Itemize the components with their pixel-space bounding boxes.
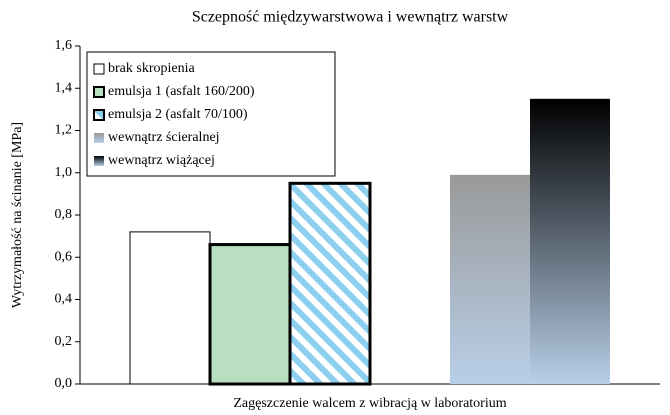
legend-swatch	[94, 156, 104, 166]
chart-title: Sczepność międzywarstwowa i wewnątrz war…	[192, 9, 509, 26]
legend-label: emulsja 2 (asfalt 70/100)	[108, 107, 248, 122]
y-tick-label: 0,4	[55, 292, 73, 307]
y-tick-label: 0,6	[55, 249, 73, 264]
legend-swatch	[94, 133, 104, 143]
y-tick-label: 1,0	[55, 165, 73, 180]
legend-swatch	[93, 63, 105, 75]
y-tick-label: 0,2	[55, 334, 73, 349]
legend-label: wewnątrz wiążącej	[108, 153, 215, 168]
legend-swatch	[93, 86, 105, 98]
x-tick-label: Zagęszczenie walcem z wibracją w laborat…	[233, 396, 506, 411]
y-tick-label: 0,8	[55, 207, 73, 222]
legend-label: emulsja 1 (asfalt 160/200)	[108, 84, 255, 99]
legend-box	[86, 51, 336, 177]
legend-label: brak skropienia	[108, 61, 195, 76]
y-tick-label: 0,0	[55, 376, 73, 391]
bar	[208, 243, 292, 386]
y-tick-label: 1,6	[55, 38, 73, 53]
legend-swatch	[93, 109, 105, 121]
y-tick-label: 1,2	[55, 123, 73, 138]
bar	[288, 181, 372, 386]
bar	[129, 231, 211, 385]
bar	[450, 174, 530, 384]
y-axis-label: Wytrzymałość na ścinanie [MPa]	[10, 122, 25, 308]
y-tick-label: 1,4	[55, 80, 73, 95]
legend-label: wewnątrz ścieralnej	[108, 130, 220, 145]
bar	[530, 98, 610, 384]
